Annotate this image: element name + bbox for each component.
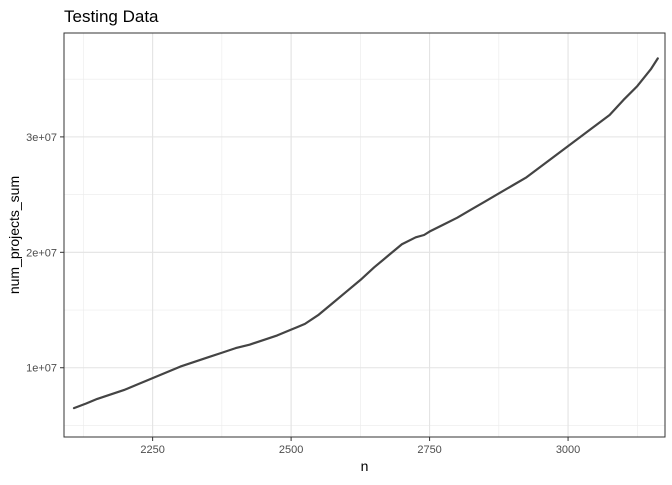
x-tick-label: 3000 bbox=[556, 444, 580, 456]
minor-gridlines bbox=[64, 33, 665, 437]
y-axis: 1e+07 2e+07 3e+07 bbox=[26, 132, 64, 375]
series-line bbox=[72, 57, 659, 410]
x-tick-label: 2500 bbox=[279, 444, 303, 456]
y-axis-label: num_projects_sum bbox=[6, 176, 22, 294]
x-tick-label: 2750 bbox=[417, 444, 441, 456]
chart-title: Testing Data bbox=[64, 7, 159, 26]
plot-panel bbox=[64, 33, 665, 437]
series-layer bbox=[72, 57, 659, 410]
x-tick-label: 2250 bbox=[140, 444, 164, 456]
x-axis-label: n bbox=[361, 458, 369, 474]
plot-panel-border bbox=[63, 32, 666, 438]
y-tick-label: 1e+07 bbox=[26, 363, 57, 375]
y-tick-label: 3e+07 bbox=[26, 132, 57, 144]
major-gridlines bbox=[64, 33, 665, 437]
x-axis: 2250 2500 2750 3000 bbox=[140, 437, 580, 456]
y-tick-label: 2e+07 bbox=[26, 247, 57, 259]
